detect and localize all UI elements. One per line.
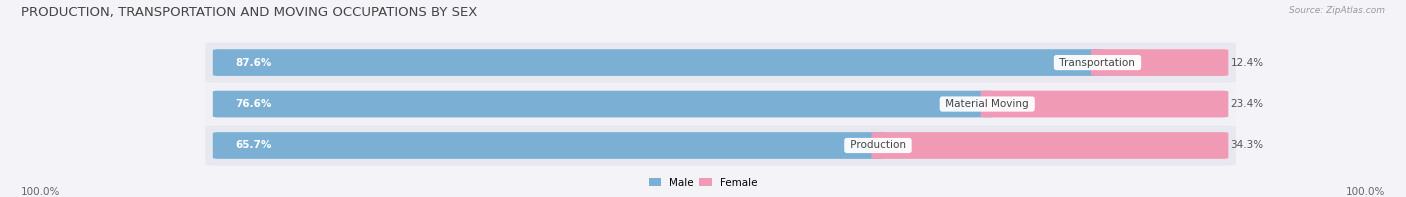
Text: Production: Production [846, 140, 910, 151]
FancyBboxPatch shape [212, 49, 1104, 76]
Text: 12.4%: 12.4% [1230, 58, 1264, 68]
Text: 100.0%: 100.0% [1346, 187, 1385, 197]
Text: 65.7%: 65.7% [236, 140, 271, 151]
Text: 87.6%: 87.6% [236, 58, 271, 68]
Text: 100.0%: 100.0% [21, 187, 60, 197]
FancyBboxPatch shape [205, 42, 1236, 83]
FancyBboxPatch shape [1091, 49, 1229, 76]
FancyBboxPatch shape [205, 84, 1236, 124]
FancyBboxPatch shape [872, 132, 1229, 159]
FancyBboxPatch shape [981, 91, 1229, 117]
Text: 34.3%: 34.3% [1230, 140, 1264, 151]
Text: 23.4%: 23.4% [1230, 99, 1264, 109]
Text: Source: ZipAtlas.com: Source: ZipAtlas.com [1289, 6, 1385, 15]
Text: PRODUCTION, TRANSPORTATION AND MOVING OCCUPATIONS BY SEX: PRODUCTION, TRANSPORTATION AND MOVING OC… [21, 6, 478, 19]
FancyBboxPatch shape [212, 91, 994, 117]
Legend: Male, Female: Male, Female [644, 173, 762, 192]
FancyBboxPatch shape [205, 125, 1236, 166]
Text: 76.6%: 76.6% [236, 99, 271, 109]
Text: Material Moving: Material Moving [942, 99, 1032, 109]
FancyBboxPatch shape [212, 132, 884, 159]
Text: Transportation: Transportation [1056, 58, 1139, 68]
